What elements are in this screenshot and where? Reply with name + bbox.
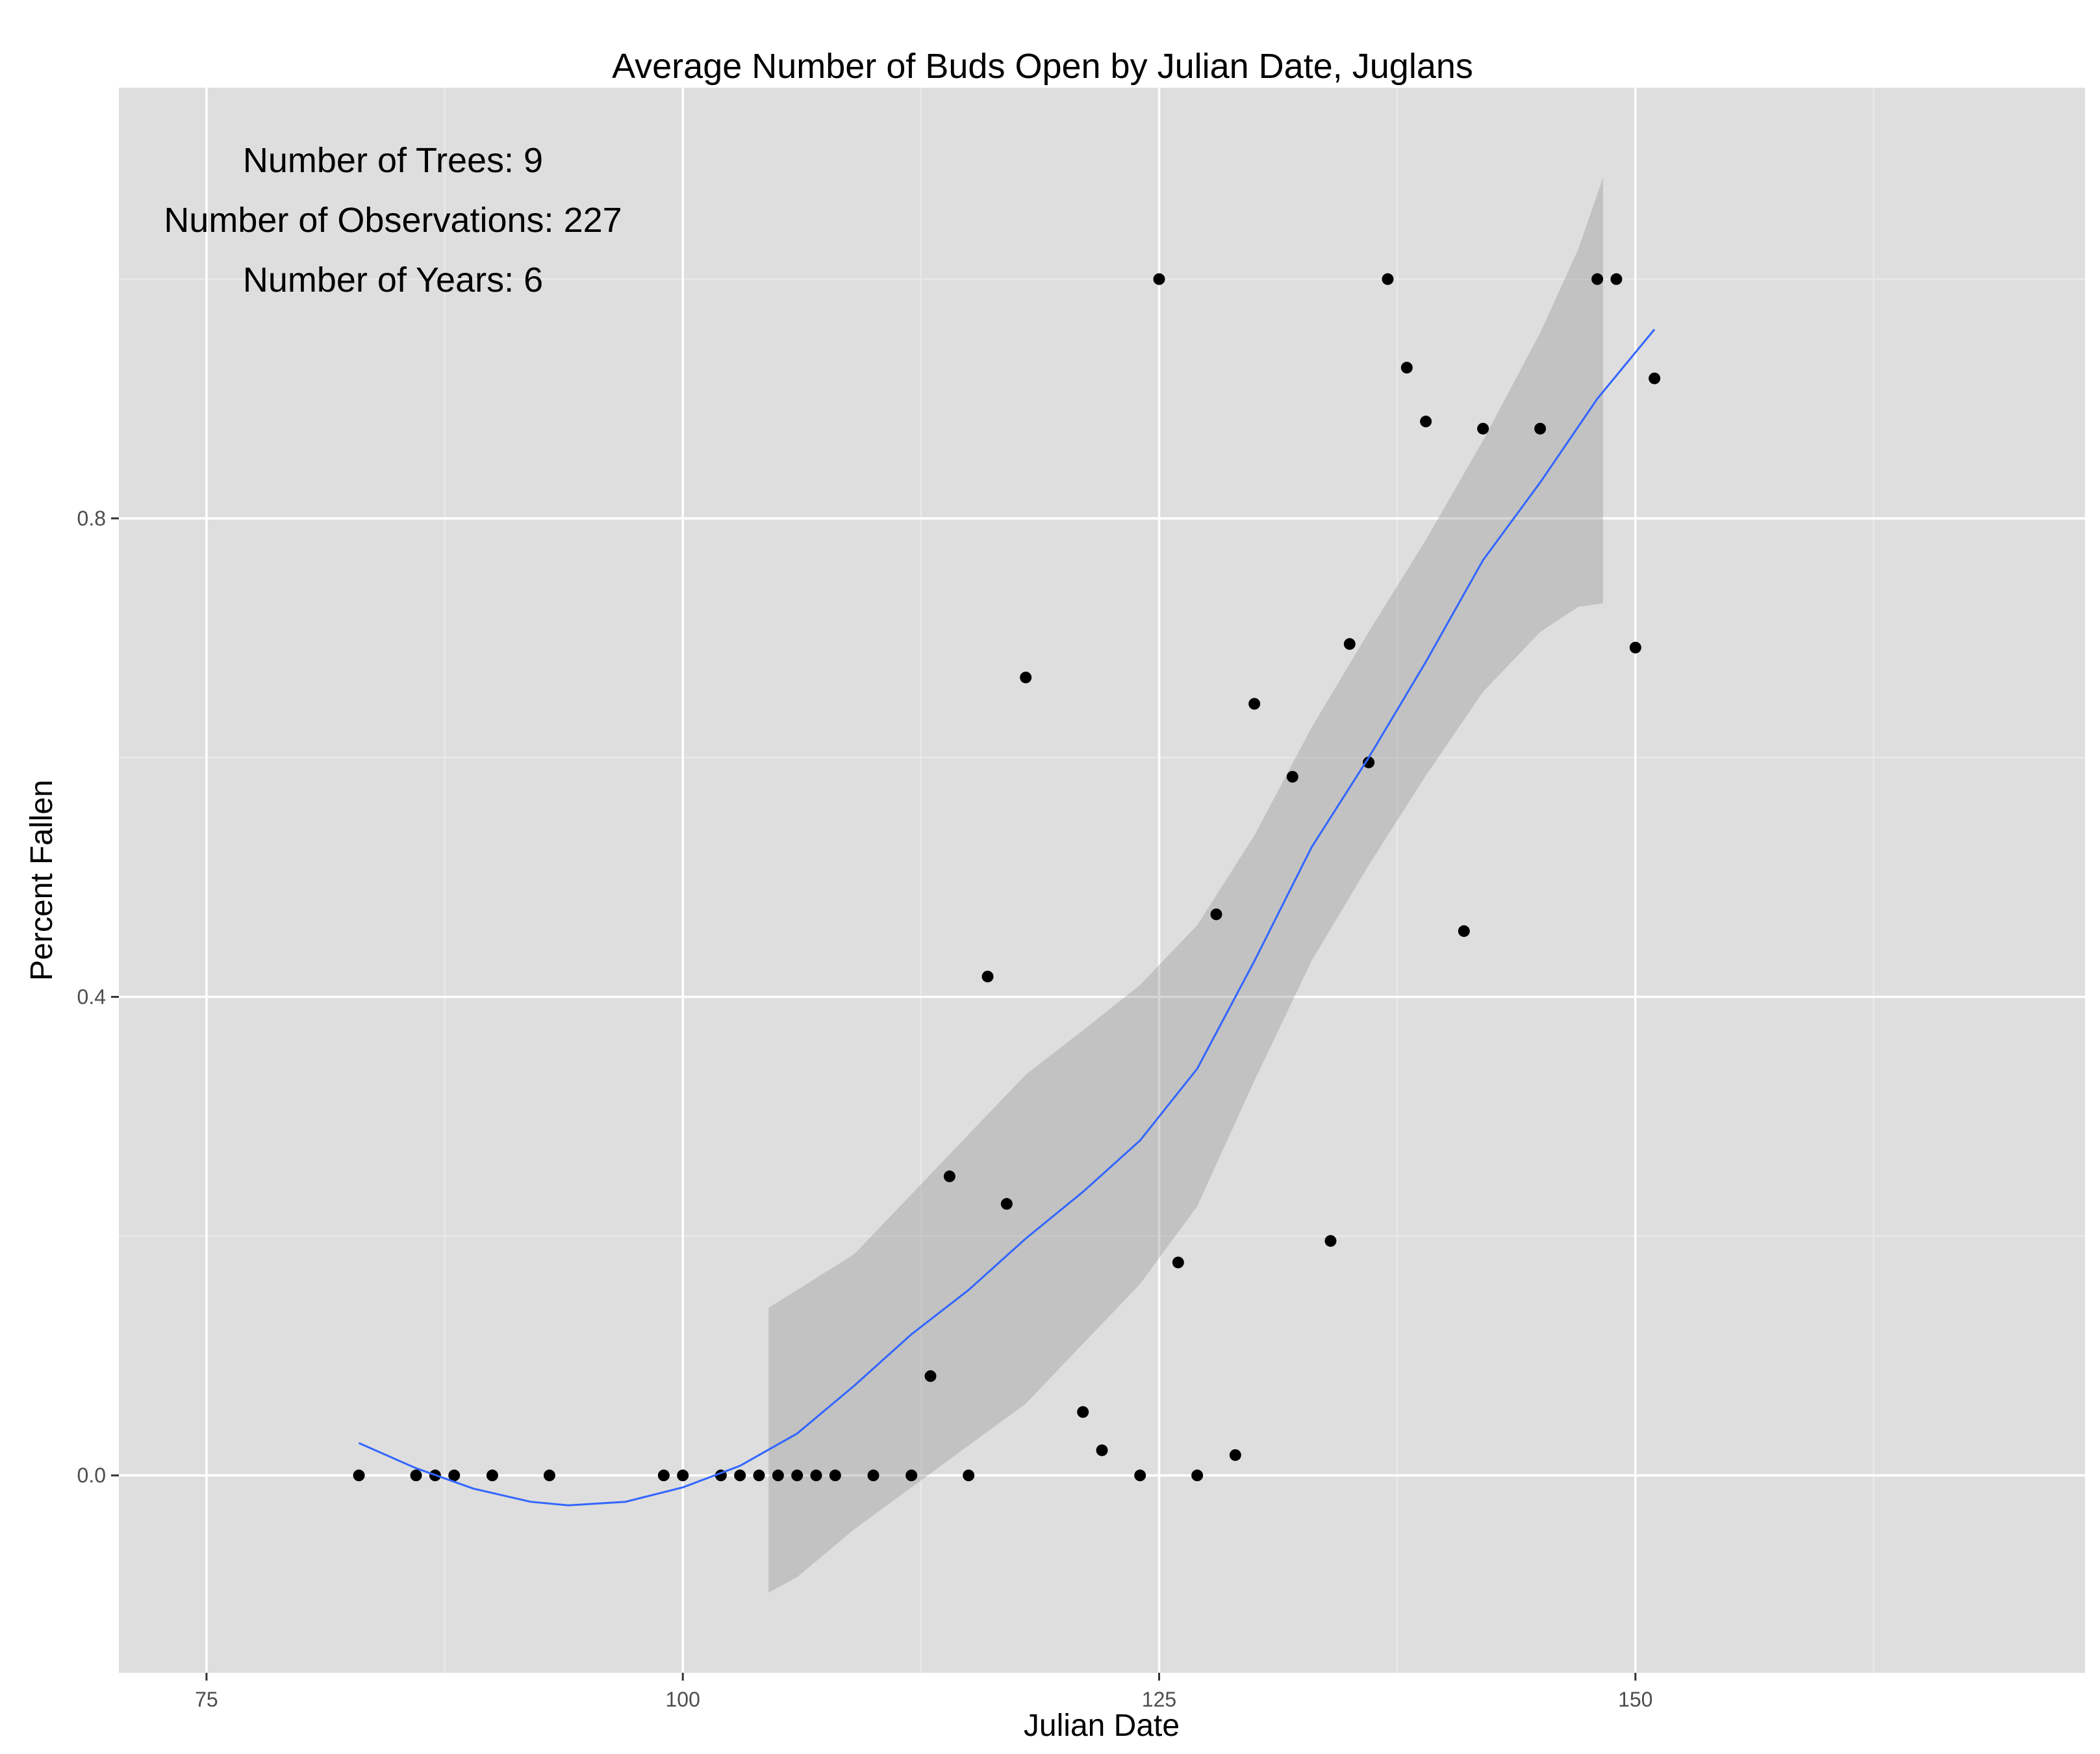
x-tick-label: 75 — [195, 1688, 218, 1711]
chart-title: Average Number of Buds Open by Julian Da… — [612, 47, 1473, 86]
data-point — [1000, 1198, 1013, 1210]
annotation-number-of-trees: Number of Trees: 9 — [243, 141, 543, 180]
data-point — [1420, 415, 1432, 427]
data-point — [1363, 756, 1375, 769]
data-point — [905, 1469, 918, 1482]
data-point — [1096, 1444, 1108, 1456]
data-point — [657, 1469, 670, 1482]
x-axis-title: Julian Date — [1024, 1709, 1180, 1743]
annotation-number-of-years: Number of Years: 6 — [243, 261, 543, 299]
data-point — [1020, 671, 1032, 683]
confidence-band — [768, 177, 1603, 1593]
data-point — [867, 1469, 879, 1482]
y-tick-label: 0.0 — [77, 1464, 106, 1487]
data-point — [1591, 273, 1604, 285]
annotation-number-of-observations: Number of Observations: 227 — [164, 201, 622, 240]
data-point — [1248, 698, 1261, 710]
data-point — [1286, 770, 1298, 783]
data-point — [1477, 422, 1489, 435]
data-point — [1629, 641, 1641, 654]
data-points — [353, 273, 1661, 1482]
data-point — [772, 1469, 784, 1482]
x-tick-label: 125 — [1142, 1688, 1176, 1711]
data-point — [791, 1469, 803, 1482]
data-point — [677, 1469, 689, 1482]
data-point — [486, 1469, 498, 1482]
data-point — [543, 1469, 555, 1482]
axis-ticks — [111, 517, 1637, 1681]
data-point — [1134, 1469, 1146, 1482]
data-point — [753, 1469, 765, 1482]
data-point — [448, 1469, 461, 1482]
x-tick-label: 150 — [1618, 1688, 1652, 1711]
y-tick-label: 0.8 — [77, 507, 106, 530]
loess-fit-line — [358, 329, 1656, 1506]
data-point — [353, 1469, 365, 1482]
data-point — [810, 1469, 822, 1482]
data-point — [1458, 925, 1470, 937]
axis-tick-labels: 75 100 125 150 0.0 0.4 0.8 — [77, 507, 1653, 1711]
data-point — [1610, 273, 1623, 285]
x-tick-label: 100 — [666, 1688, 700, 1711]
data-point — [1210, 908, 1222, 921]
data-point — [1343, 638, 1356, 650]
panel-background — [119, 88, 2085, 1673]
data-point — [1077, 1406, 1089, 1418]
y-tick-label: 0.4 — [77, 985, 106, 1009]
data-point — [981, 971, 994, 983]
data-point — [734, 1469, 746, 1482]
data-point — [1153, 273, 1165, 285]
data-point — [1382, 273, 1394, 285]
data-point — [1324, 1235, 1337, 1247]
data-point — [1191, 1469, 1204, 1482]
data-point — [1534, 422, 1547, 435]
data-point — [1172, 1256, 1184, 1269]
data-point — [410, 1469, 422, 1482]
y-axis-title: Percent Fallen — [25, 780, 59, 981]
data-point — [829, 1469, 841, 1482]
data-point — [943, 1170, 955, 1182]
data-point — [1649, 372, 1661, 385]
data-point — [963, 1469, 975, 1482]
data-point — [924, 1370, 937, 1382]
minor-gridlines — [119, 88, 2085, 1673]
data-point — [1229, 1449, 1241, 1461]
data-point — [1400, 361, 1413, 374]
